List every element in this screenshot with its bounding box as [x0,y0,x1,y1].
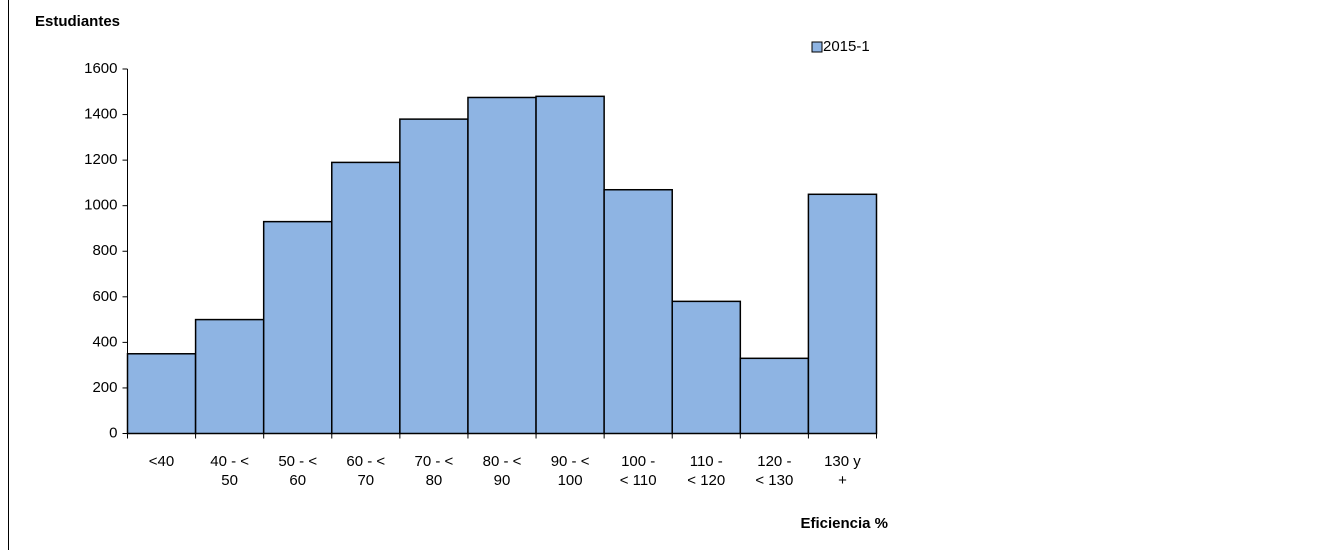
x-tick-label: 70 - < 80 [414,452,454,489]
bar [262,220,333,435]
y-tick-label: 800 [92,242,117,259]
bar [467,96,537,435]
x-tick-label: <40 [148,452,175,470]
legend-label: 2015-1 [823,38,870,55]
x-tick-label: 50 - < 60 [278,452,318,489]
y-tick-label: 400 [92,333,117,350]
x-tick-label: 40 - < 50 [210,452,250,489]
x-tick-label: 60 - < 70 [346,452,386,489]
x-tick-label: 100 - < 110 [619,452,657,489]
bar [535,95,605,435]
y-tick-label: 0 [109,424,117,441]
x-tick-label: 110 - < 120 [687,452,726,489]
x-tick-label: 120 - < 130 [755,452,794,489]
x-tick-label: 130 y + [824,452,861,489]
chart-title: Estudiantes [35,13,120,30]
bar [603,188,673,435]
bar [194,318,265,435]
x-axis-label: Eficiencia % [800,515,888,532]
bar [739,357,810,435]
bar [399,118,469,435]
bar [126,353,197,435]
y-tick-label: 1000 [84,197,117,214]
legend-swatch [811,41,823,53]
bar [331,161,401,435]
y-tick-label: 1400 [84,106,117,123]
y-tick-label: 1600 [84,60,117,77]
bar [807,193,878,435]
y-tick-label: 200 [92,379,117,396]
x-tick-label: 90 - < 100 [550,452,590,489]
y-tick-label: 1200 [84,151,117,168]
x-tick-label: 80 - < 90 [482,452,522,489]
bar [671,300,742,435]
y-tick-label: 600 [92,288,117,305]
